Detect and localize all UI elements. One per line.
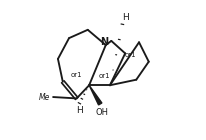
Text: N: N — [100, 37, 108, 47]
Text: H: H — [122, 13, 129, 22]
Text: or1: or1 — [99, 73, 110, 79]
Text: H: H — [76, 106, 83, 115]
Polygon shape — [89, 85, 102, 105]
Text: or1: or1 — [125, 52, 137, 58]
Text: Me: Me — [38, 93, 50, 102]
Text: OH: OH — [95, 108, 108, 117]
Text: or1: or1 — [71, 72, 82, 78]
